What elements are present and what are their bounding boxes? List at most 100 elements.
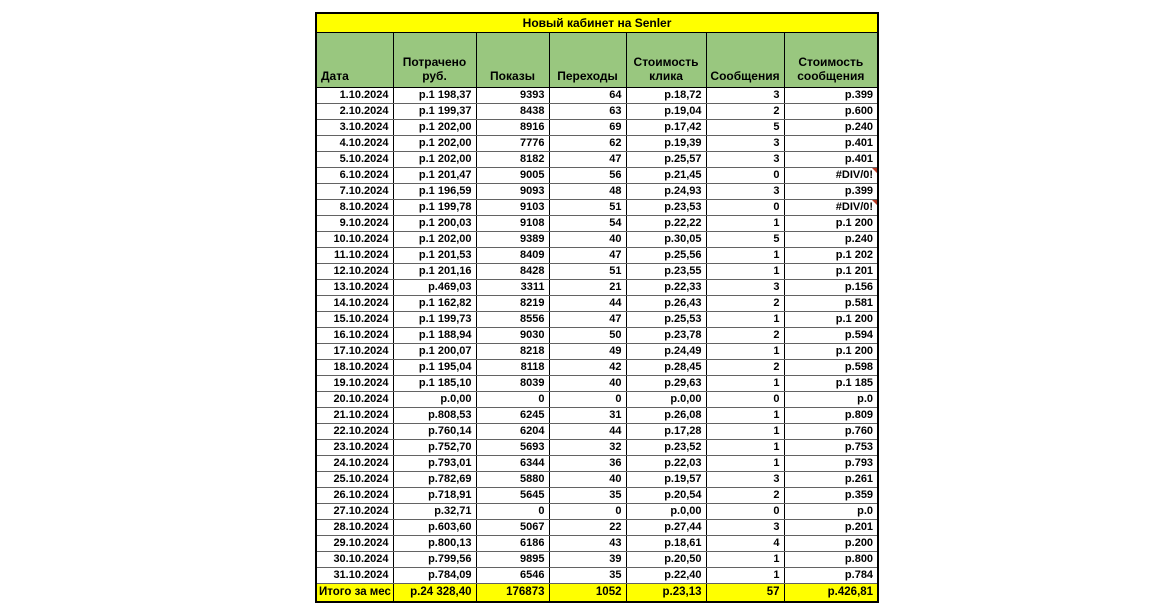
cell-messages[interactable]: 5 [705, 231, 785, 248]
cell-date[interactable]: 15.10.2024 [315, 311, 394, 328]
cell-shows[interactable]: 6186 [475, 535, 550, 552]
cell-shows[interactable]: 9393 [475, 87, 550, 104]
cell-date[interactable]: 8.10.2024 [315, 199, 394, 216]
cell-date[interactable]: 4.10.2024 [315, 135, 394, 152]
cell-date[interactable]: 20.10.2024 [315, 391, 394, 408]
cell-cpm[interactable]: р.201 [783, 519, 879, 536]
cell-cpc[interactable]: р.23,55 [625, 263, 707, 280]
cell-clicks[interactable]: 63 [548, 103, 627, 120]
cell-cpc[interactable]: р.24,93 [625, 183, 707, 200]
cell-shows[interactable]: 7776 [475, 135, 550, 152]
cell-clicks[interactable]: 69 [548, 119, 627, 136]
cell-messages[interactable]: 0 [705, 199, 785, 216]
cell-cpm[interactable]: #DIV/0! [783, 199, 879, 216]
cell-cpc[interactable]: р.23,53 [625, 199, 707, 216]
cell-spent[interactable]: р.784,09 [392, 567, 477, 584]
cell-cpc[interactable]: р.26,08 [625, 407, 707, 424]
cell-cpm[interactable]: #DIV/0! [783, 167, 879, 184]
cell-cpc[interactable]: р.23,78 [625, 327, 707, 344]
cell-clicks[interactable]: 44 [548, 295, 627, 312]
cell-messages[interactable]: 3 [705, 519, 785, 536]
cell-messages[interactable]: 1 [705, 263, 785, 280]
cell-shows[interactable]: 9108 [475, 215, 550, 232]
cell-clicks[interactable]: 64 [548, 87, 627, 104]
cell-cpc[interactable]: р.23,52 [625, 439, 707, 456]
cell-messages[interactable]: 1 [705, 215, 785, 232]
cell-cpc[interactable]: р.20,50 [625, 551, 707, 568]
cell-shows[interactable]: 9005 [475, 167, 550, 184]
cell-messages[interactable]: 1 [705, 343, 785, 360]
cell-messages[interactable]: 2 [705, 327, 785, 344]
column-header-messages[interactable]: Сообщения [705, 31, 785, 88]
cell-messages[interactable]: 3 [705, 151, 785, 168]
cell-cpm[interactable]: р.1 202 [783, 247, 879, 264]
total-spent[interactable]: р.24 328,40 [392, 582, 477, 602]
cell-cpc[interactable]: р.17,42 [625, 119, 707, 136]
cell-date[interactable]: 7.10.2024 [315, 183, 394, 200]
cell-cpc[interactable]: р.19,39 [625, 135, 707, 152]
cell-clicks[interactable]: 40 [548, 471, 627, 488]
cell-clicks[interactable]: 40 [548, 375, 627, 392]
cell-messages[interactable]: 1 [705, 407, 785, 424]
cell-messages[interactable]: 5 [705, 119, 785, 136]
cell-date[interactable]: 27.10.2024 [315, 503, 394, 520]
cell-cpc[interactable]: р.18,61 [625, 535, 707, 552]
cell-shows[interactable]: 6546 [475, 567, 550, 584]
cell-clicks[interactable]: 50 [548, 327, 627, 344]
cell-cpc[interactable]: р.25,56 [625, 247, 707, 264]
cell-spent[interactable]: р.782,69 [392, 471, 477, 488]
cell-clicks[interactable]: 51 [548, 199, 627, 216]
cell-messages[interactable]: 1 [705, 439, 785, 456]
cell-cpc[interactable]: р.22,03 [625, 455, 707, 472]
cell-spent[interactable]: р.1 198,37 [392, 87, 477, 104]
cell-clicks[interactable]: 21 [548, 279, 627, 296]
cell-cpc[interactable]: р.22,40 [625, 567, 707, 584]
cell-clicks[interactable]: 62 [548, 135, 627, 152]
table-title[interactable]: Новый кабинет на Senler [315, 12, 879, 33]
cell-clicks[interactable]: 47 [548, 311, 627, 328]
cell-cpm[interactable]: р.793 [783, 455, 879, 472]
cell-cpm[interactable]: р.760 [783, 423, 879, 440]
cell-date[interactable]: 25.10.2024 [315, 471, 394, 488]
column-header-clicks[interactable]: Переходы [548, 31, 627, 88]
cell-spent[interactable]: р.469,03 [392, 279, 477, 296]
cell-date[interactable]: 9.10.2024 [315, 215, 394, 232]
cell-shows[interactable]: 9389 [475, 231, 550, 248]
cell-cpc[interactable]: р.29,63 [625, 375, 707, 392]
cell-messages[interactable]: 1 [705, 247, 785, 264]
cell-spent[interactable]: р.1 200,07 [392, 343, 477, 360]
cell-messages[interactable]: 2 [705, 295, 785, 312]
cell-cpm[interactable]: р.0 [783, 391, 879, 408]
cell-date[interactable]: 22.10.2024 [315, 423, 394, 440]
cell-cpm[interactable]: р.359 [783, 487, 879, 504]
cell-cpc[interactable]: р.26,43 [625, 295, 707, 312]
cell-shows[interactable]: 8218 [475, 343, 550, 360]
cell-spent[interactable]: р.1 202,00 [392, 231, 477, 248]
cell-date[interactable]: 28.10.2024 [315, 519, 394, 536]
cell-shows[interactable]: 9895 [475, 551, 550, 568]
cell-date[interactable]: 16.10.2024 [315, 327, 394, 344]
cell-spent[interactable]: р.1 188,94 [392, 327, 477, 344]
cell-cpm[interactable]: р.1 200 [783, 311, 879, 328]
cell-messages[interactable]: 4 [705, 535, 785, 552]
cell-cpc[interactable]: р.22,33 [625, 279, 707, 296]
cell-date[interactable]: 10.10.2024 [315, 231, 394, 248]
cell-date[interactable]: 12.10.2024 [315, 263, 394, 280]
cell-shows[interactable]: 8118 [475, 359, 550, 376]
cell-clicks[interactable]: 44 [548, 423, 627, 440]
cell-cpm[interactable]: р.240 [783, 119, 879, 136]
cell-cpm[interactable]: р.401 [783, 151, 879, 168]
cell-date[interactable]: 29.10.2024 [315, 535, 394, 552]
column-header-date[interactable]: Дата [315, 31, 394, 88]
cell-spent[interactable]: р.760,14 [392, 423, 477, 440]
cell-messages[interactable]: 1 [705, 423, 785, 440]
cell-spent[interactable]: р.1 201,53 [392, 247, 477, 264]
cell-spent[interactable]: р.800,13 [392, 535, 477, 552]
cell-clicks[interactable]: 22 [548, 519, 627, 536]
cell-cpm[interactable]: р.600 [783, 103, 879, 120]
cell-shows[interactable]: 9093 [475, 183, 550, 200]
cell-date[interactable]: 11.10.2024 [315, 247, 394, 264]
cell-clicks[interactable]: 47 [548, 151, 627, 168]
cell-spent[interactable]: р.752,70 [392, 439, 477, 456]
cell-cpm[interactable]: р.399 [783, 183, 879, 200]
